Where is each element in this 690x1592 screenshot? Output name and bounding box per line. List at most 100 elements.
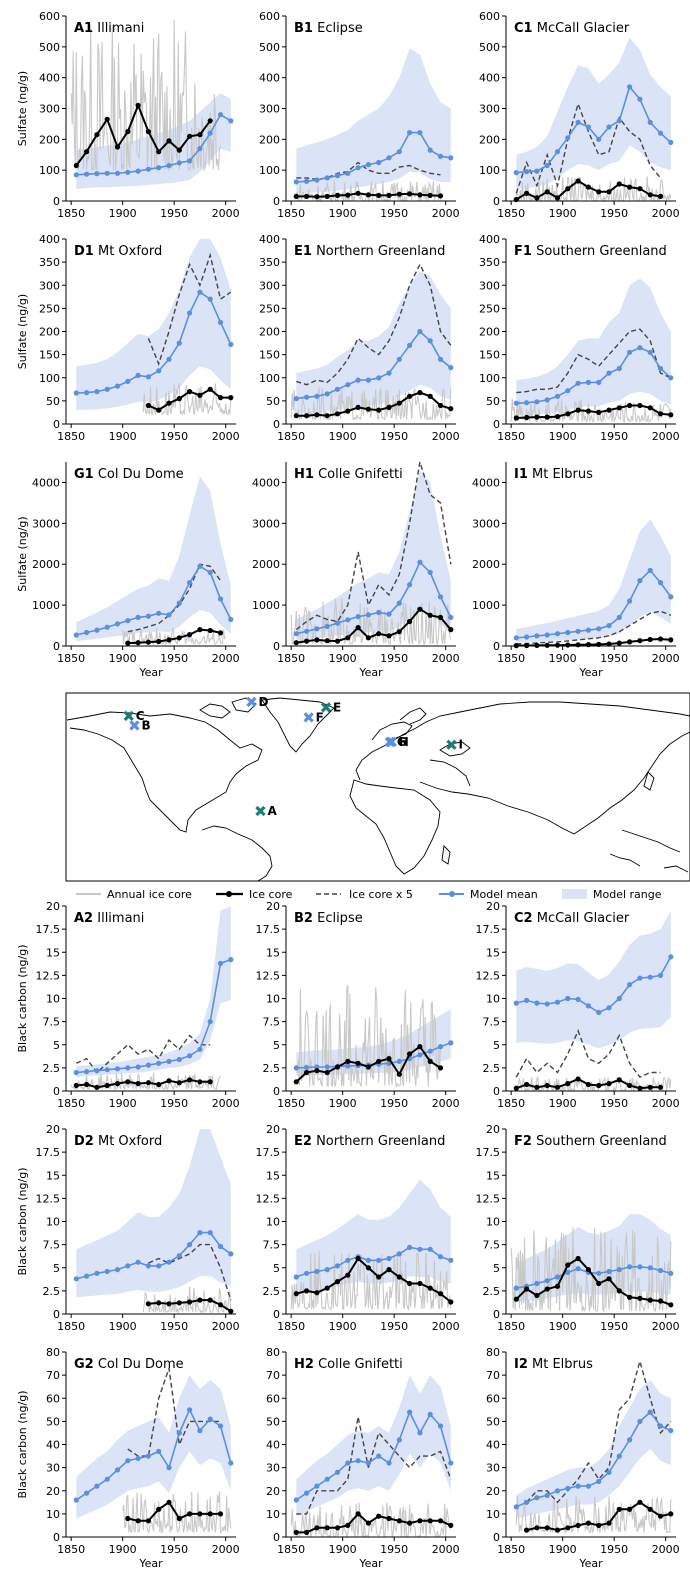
model-mean-point (396, 600, 402, 606)
x-tick-label: 1950 (600, 1543, 628, 1556)
model-mean-point (365, 1257, 371, 1263)
ice-core-point (314, 1525, 320, 1531)
model-mean-point (125, 618, 131, 624)
ice-core-point (606, 189, 612, 195)
y-tick-label: 0 (273, 640, 280, 653)
ice-core-point (596, 1082, 602, 1089)
model-mean-point (365, 162, 371, 168)
ice-core-point (417, 1044, 423, 1050)
y-tick-label: 0 (53, 1085, 60, 1098)
ice-core-point (314, 1068, 320, 1074)
x-tick-label: 1850 (277, 652, 305, 665)
y-tick-label: 15 (46, 946, 60, 959)
ice-core-point (596, 1522, 602, 1528)
y-tick-label: 12.5 (256, 969, 281, 982)
model-range-band (516, 910, 671, 1049)
ice-core-x5-line (76, 1034, 211, 1074)
ice-core-point (135, 102, 141, 108)
chart-panel-c1: 0 100 200 300 400 500 600 1850 1900 1950 2000 C1 Mc… (479, 10, 680, 220)
panel-title: G2 Col Du Dome (74, 1357, 184, 1372)
legend-ice-marker (226, 891, 232, 897)
model-mean-point (417, 130, 423, 136)
ice-core-point (396, 1071, 402, 1077)
model-mean-point (657, 1267, 664, 1274)
model-mean-point (417, 328, 423, 335)
model-mean-point (386, 155, 392, 161)
model-mean-point (228, 616, 234, 623)
model-mean-point (668, 139, 674, 145)
ice-core-line (296, 1512, 452, 1534)
y-tick-label: 7.5 (483, 1016, 501, 1029)
map-marker-label: F (316, 710, 324, 724)
y-tick-label: 20 (46, 900, 60, 913)
model-mean-line (76, 958, 232, 1074)
ice-core-point (606, 1276, 612, 1282)
model-mean-point (386, 370, 392, 376)
y-tick-label: 17.5 (476, 1146, 501, 1159)
chart-panel-b2: 0 2.5 5 7.5 10 12.5 15 17.5 20 1850 1900 1950 2000 B2… (256, 900, 460, 1110)
ice-core-point (668, 1302, 674, 1308)
ice-core-point (104, 1082, 110, 1089)
model-mean-point (293, 1065, 299, 1071)
model-mean-point (417, 1052, 423, 1058)
x-tick-label: 1950 (380, 1097, 408, 1110)
y-tick-label: 250 (39, 302, 60, 315)
model-mean-point (355, 165, 361, 171)
panel-site-name: McCall Glacier (533, 21, 630, 36)
panel-site-name: Mt Oxford (94, 244, 162, 259)
ice-core-point (448, 406, 454, 412)
ice-core-point (334, 1525, 341, 1531)
y-tick-label: 0 (273, 1531, 280, 1544)
model-mean-point (334, 1469, 341, 1475)
ice-core-point (228, 395, 234, 401)
model-mean-point (314, 1064, 320, 1070)
x-tick-label: 2000 (652, 652, 680, 665)
y-tick-label: 40 (266, 1439, 280, 1452)
x-tick-label: 1900 (549, 207, 577, 220)
y-tick-label: 100 (479, 372, 500, 385)
model-mean-point (145, 166, 151, 172)
y-tick-label: 350 (39, 256, 60, 269)
model-mean-line (296, 131, 451, 183)
y-tick-label: 200 (39, 133, 60, 146)
annual-ice-core-line (296, 985, 442, 1089)
panel-title: A2 Illimani (74, 911, 144, 926)
model-mean-point (657, 580, 664, 586)
panel-title: C1 McCall Glacier (514, 21, 630, 36)
model-mean-point (197, 563, 203, 569)
model-mean-point (345, 1257, 351, 1263)
model-mean-point (114, 1467, 121, 1473)
y-tick-label: 50 (266, 395, 280, 408)
ice-core-point (365, 192, 371, 198)
map-markers: A BC D EF GH I (123, 695, 463, 818)
ice-core-point (293, 1529, 299, 1535)
model-mean-point (176, 1056, 182, 1063)
map-marker-label: D (258, 695, 268, 709)
y-axis-label: Sulfate (ng/g) (16, 294, 29, 369)
ice-core-point (125, 129, 131, 135)
model-mean-point (94, 1068, 100, 1074)
y-tick-label: 300 (39, 279, 60, 292)
chart-panel-h1: 0 1000 2000 3000 4000 1850 1900 1950 2000 H1 Coll… (252, 461, 460, 679)
model-mean-point (324, 1064, 330, 1070)
ice-core-point (197, 1079, 203, 1085)
ice-core-point (376, 1513, 382, 1519)
y-tick-label: 80 (486, 1346, 500, 1359)
panel-id: I1 (514, 467, 528, 482)
model-mean-point (637, 1264, 643, 1270)
ice-core-point (135, 1518, 141, 1524)
y-tick-label: 200 (259, 133, 280, 146)
model-mean-point (627, 84, 633, 90)
y-tick-label: 500 (259, 41, 280, 54)
model-mean-point (197, 1046, 203, 1052)
x-tick-label: 1850 (497, 652, 525, 665)
x-tick-label: 1900 (109, 207, 137, 220)
y-tick-label: 12.5 (256, 1192, 281, 1205)
panel-id: E2 (294, 1134, 312, 1149)
model-range-band (296, 271, 451, 414)
y-tick-label: 10 (266, 993, 280, 1006)
model-mean-point (637, 578, 643, 584)
model-mean-point (176, 340, 182, 346)
model-mean-point (396, 149, 402, 155)
y-tick-label: 17.5 (256, 923, 281, 936)
